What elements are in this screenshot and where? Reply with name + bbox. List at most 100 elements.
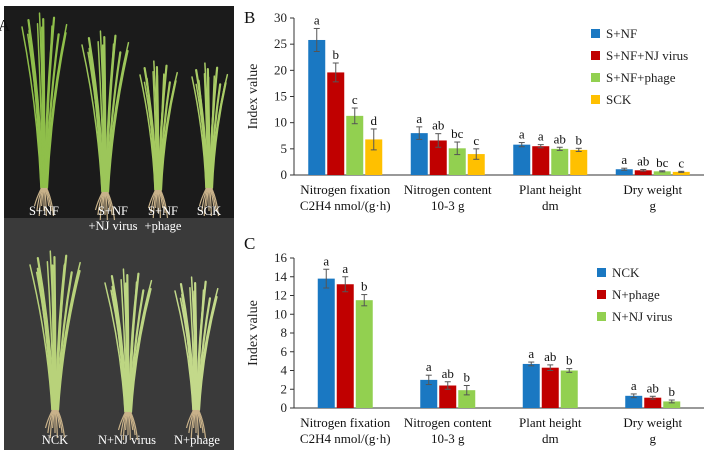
error-bar <box>454 141 461 156</box>
photo-label-top-2-1: +phage <box>145 219 182 233</box>
y-tick-label: 2 <box>281 381 288 396</box>
plant-s-nf-nj <box>81 30 130 221</box>
category-unit-label: dm <box>542 431 559 446</box>
significance-letter: b <box>576 132 583 147</box>
panel-label-b: B <box>244 8 255 27</box>
y-tick-label: 10 <box>274 306 287 321</box>
error-bar <box>444 381 451 390</box>
plant-n-nj <box>104 268 153 441</box>
category-label: Plant height <box>519 415 582 430</box>
bar-s-nf-nj-virus-3 <box>634 170 652 175</box>
significance-letter: b <box>669 384 676 399</box>
category-label: Nitrogen fixation <box>300 182 390 197</box>
bar-s-nf-nj-virus-0 <box>327 72 345 175</box>
y-tick-label: 8 <box>281 325 288 340</box>
bar-n-phage-0 <box>336 284 354 408</box>
significance-letter: c <box>473 133 479 148</box>
bar-n-phage-1 <box>439 385 457 408</box>
bar-n-phage-2 <box>541 367 559 408</box>
y-axis-label: Index value <box>246 64 261 130</box>
legend-label: NCK <box>612 265 640 280</box>
significance-letter: b <box>464 370 471 385</box>
error-bar <box>416 126 423 140</box>
bar-n-nj-virus-0 <box>355 300 373 408</box>
significance-letter: a <box>519 127 525 142</box>
category-label: Dry weight <box>623 182 682 197</box>
significance-letter: a <box>538 129 544 144</box>
significance-letter: a <box>621 152 627 167</box>
category-unit-label: C2H4 nmol/(g·h) <box>300 431 391 446</box>
photo-label-top-0-0: S+NF <box>29 204 59 218</box>
error-bar <box>537 144 544 149</box>
significance-letter: ab <box>647 380 659 395</box>
error-bar <box>332 62 339 83</box>
significance-letter: a <box>416 111 422 126</box>
error-bar <box>528 361 535 367</box>
error-bar <box>575 147 582 152</box>
error-bar <box>313 27 320 52</box>
plants-top-group <box>21 12 229 221</box>
plant-n-phage <box>174 276 219 439</box>
legend-swatch <box>597 268 606 277</box>
error-bar <box>473 148 480 160</box>
error-bar <box>556 146 563 151</box>
significance-letter: ab <box>442 366 454 381</box>
error-bar <box>630 393 637 399</box>
plants-bottom-group <box>29 250 219 441</box>
plant-s-nf-phage <box>139 60 178 219</box>
significance-letter: b <box>566 353 573 368</box>
bar-sck-3 <box>672 171 690 175</box>
category-label: Dry weight <box>623 415 682 430</box>
error-bar <box>640 169 647 172</box>
error-bar <box>435 133 442 148</box>
error-bar <box>463 385 470 396</box>
legend-label: SCK <box>606 92 632 107</box>
legend-swatch <box>591 95 600 104</box>
significance-letter: ab <box>544 349 556 364</box>
bar-sck-2 <box>570 149 588 175</box>
legend-label: S+NF+NJ virus <box>606 48 688 63</box>
y-tick-label: 20 <box>274 62 287 77</box>
bar-s-nf-3 <box>615 169 633 175</box>
bar-s-nf-phage-1 <box>448 148 466 175</box>
significance-letter: bc <box>656 155 669 170</box>
error-bar <box>649 395 656 400</box>
category-unit-label: dm <box>542 198 559 213</box>
bar-sck-1 <box>467 154 485 175</box>
bar-s-nf-2 <box>513 144 531 175</box>
error-bar <box>351 107 358 125</box>
error-bar <box>678 170 685 173</box>
significance-letter: a <box>342 261 348 276</box>
bar-n-phage-3 <box>644 397 662 408</box>
category-unit-label: 10-3 g <box>431 431 465 446</box>
error-bar <box>621 167 628 171</box>
error-bar <box>547 364 554 371</box>
legend-swatch <box>597 312 606 321</box>
category-unit-label: C2H4 nmol/(g·h) <box>300 198 391 213</box>
category-unit-label: g <box>650 198 657 213</box>
significance-letter: a <box>314 12 320 27</box>
error-bar <box>361 294 368 307</box>
bar-s-nf-1 <box>410 133 428 175</box>
y-tick-label: 25 <box>274 36 287 51</box>
panel-label-c: C <box>244 234 255 253</box>
bar-s-nf-0 <box>308 39 326 176</box>
legend-label: N+NJ virus <box>612 309 672 324</box>
legend-label: S+NF+phage <box>606 70 676 85</box>
y-tick-label: 15 <box>274 89 287 104</box>
significance-letter: a <box>631 378 637 393</box>
significance-letter: a <box>323 253 329 268</box>
bar-sck-0 <box>365 139 383 175</box>
significance-letter: c <box>678 155 684 170</box>
photo-label-top-1-0: S+NF <box>98 204 128 218</box>
plant-sck <box>191 62 229 217</box>
photo-label-bottom-1: N+NJ virus <box>98 433 156 447</box>
bar-nck-3 <box>625 395 643 408</box>
photo-label-top-2-0: S+NF <box>148 204 178 218</box>
significance-letter: a <box>528 346 534 361</box>
